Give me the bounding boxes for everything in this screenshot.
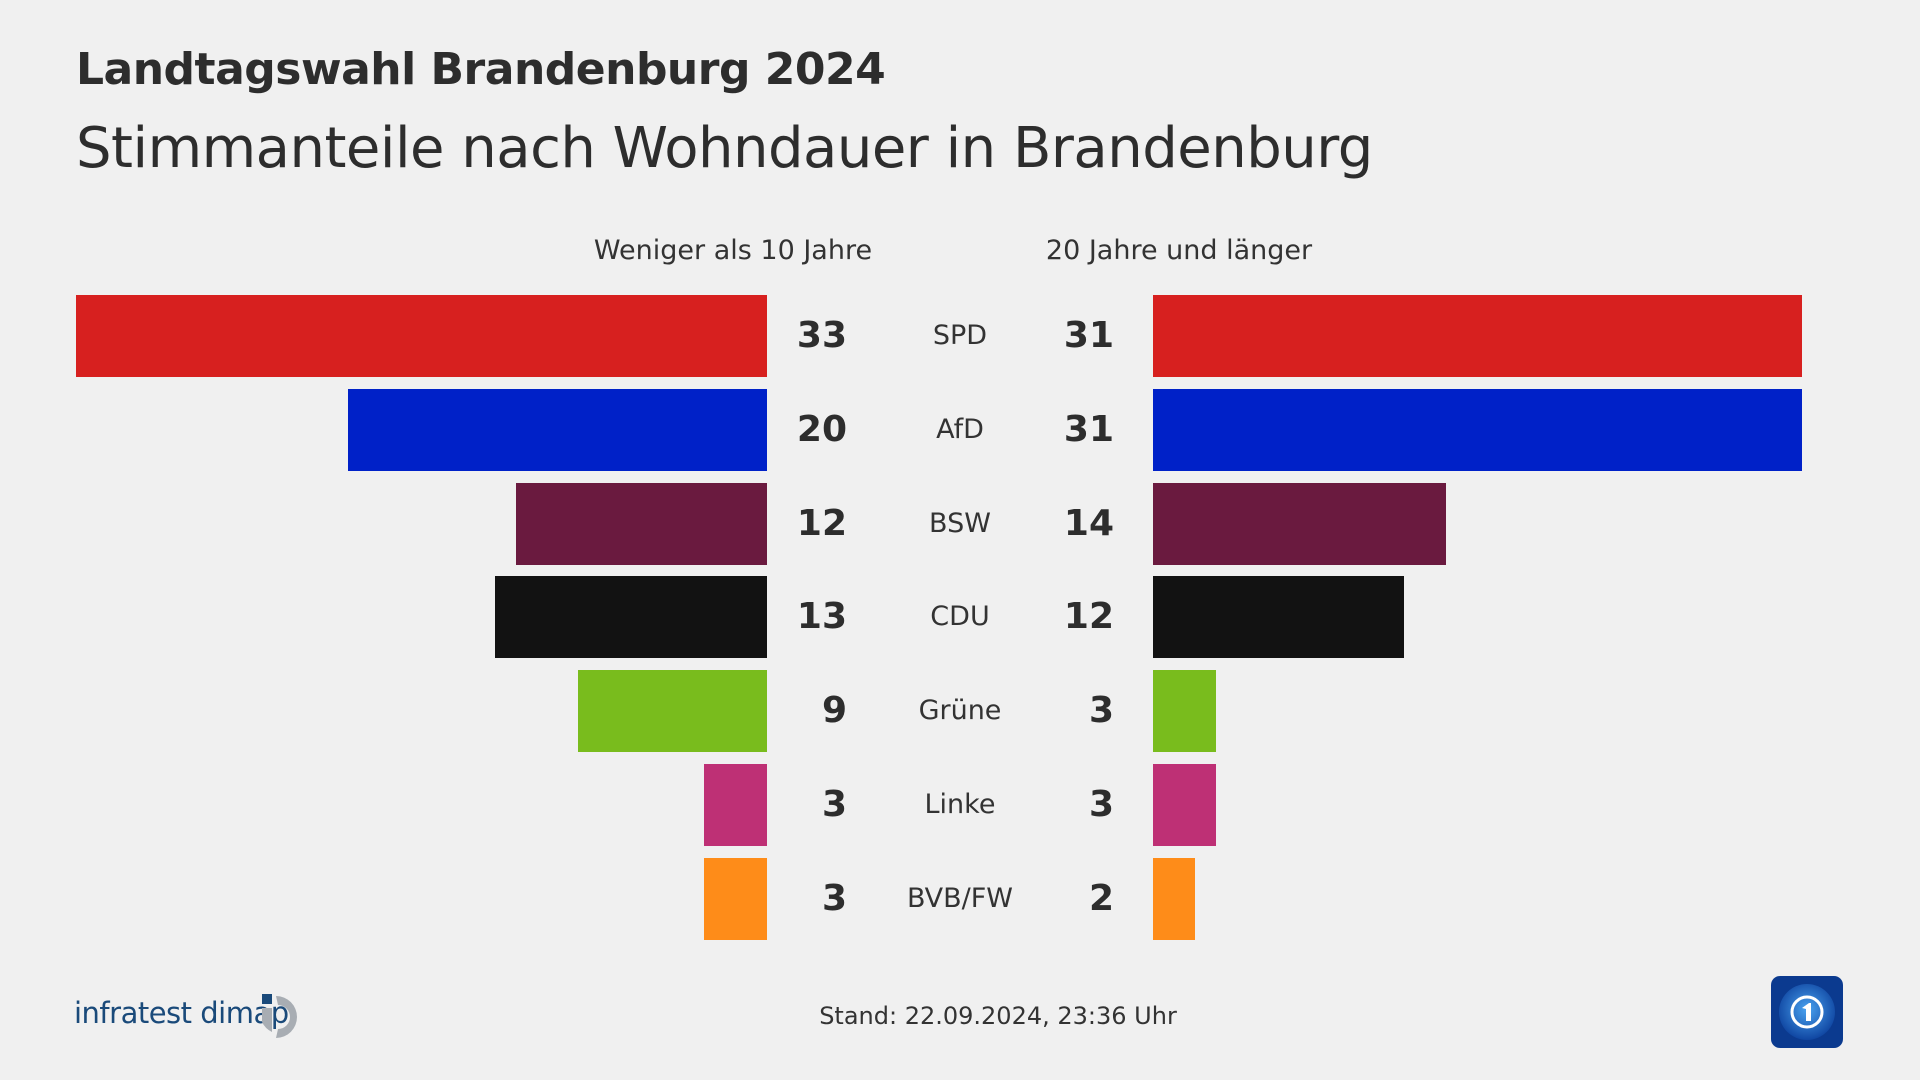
chart-title: Landtagswahl Brandenburg 2024: [76, 44, 886, 95]
right-column-header: 20 Jahre und länger: [1045, 235, 1313, 266]
bar-left: [515, 482, 767, 565]
bar-right: [1153, 576, 1405, 659]
bar-right: [1153, 388, 1803, 471]
party-label: Linke: [924, 789, 996, 820]
value-left: 9: [821, 690, 847, 732]
bar-left: [704, 857, 767, 940]
value-right: 2: [1088, 877, 1114, 919]
bar-right: [1153, 482, 1447, 565]
bar-right: [1153, 670, 1216, 753]
value-right: 31: [1063, 315, 1114, 356]
party-label: SPD: [932, 320, 988, 351]
bar-left: [348, 388, 767, 471]
bar-left: [704, 764, 767, 846]
chart-subtitle: Stimmanteile nach Wohndauer in Brandenbu…: [76, 116, 1373, 181]
value-left: 3: [821, 784, 847, 825]
value-left: 12: [796, 502, 847, 544]
bar-right: [1153, 764, 1216, 846]
infratest-dimap-mark-icon: [262, 994, 297, 1038]
value-right: 3: [1088, 690, 1114, 732]
party-label: AfD: [936, 413, 984, 445]
value-left: 3: [821, 877, 847, 919]
tagesschau-icon: [1771, 976, 1843, 1048]
value-left: 20: [796, 408, 847, 450]
party-label: Grüne: [918, 695, 1002, 727]
value-right: 3: [1088, 784, 1114, 825]
bar-right: [1153, 857, 1195, 940]
value-left: 33: [796, 315, 847, 356]
value-left: 13: [796, 596, 847, 638]
bar-right: [1153, 295, 1803, 377]
bar-left: [578, 670, 767, 753]
left-column-header: Weniger als 10 Jahre: [593, 235, 873, 266]
bar-left: [494, 576, 767, 659]
infratest-dimap-logo: infratest dimap: [74, 996, 289, 1030]
value-right: 12: [1063, 596, 1114, 638]
value-right: 14: [1063, 502, 1114, 544]
timestamp: Stand: 22.09.2024, 23:36 Uhr: [819, 1002, 1177, 1030]
party-label: CDU: [930, 601, 990, 633]
party-label: BVB/FW: [906, 882, 1013, 914]
party-label: BSW: [929, 507, 991, 539]
bar-left: [75, 295, 767, 377]
value-right: 31: [1063, 408, 1114, 450]
